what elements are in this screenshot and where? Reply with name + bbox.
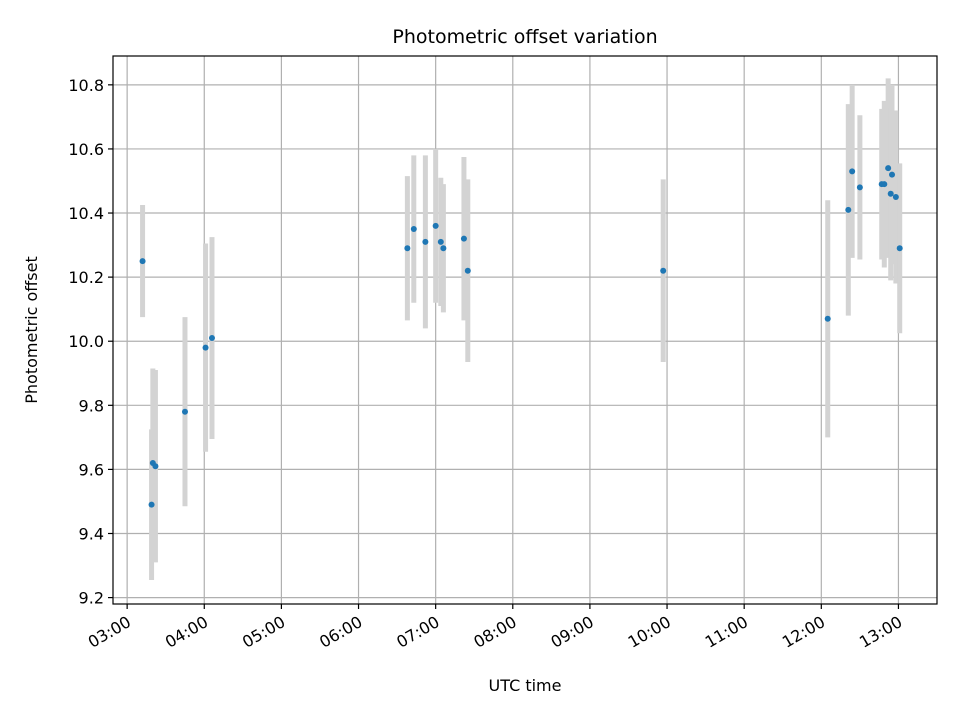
grid (113, 56, 937, 604)
x-tick-label: 12:00 (779, 612, 828, 652)
x-tick-label: 07:00 (393, 612, 442, 652)
data-point (889, 171, 896, 178)
data-point (432, 222, 439, 229)
x-tick-label: 05:00 (239, 612, 288, 652)
x-tick-label: 08:00 (470, 612, 519, 652)
data-point (849, 168, 856, 175)
y-tick-label: 9.2 (79, 589, 104, 608)
x-axis-ticks: 03:00 04:00 05:00 06:00 07:00 08:00 09:00 10:00… (85, 604, 905, 652)
data-point (139, 258, 146, 265)
y-tick-label: 10.0 (68, 332, 104, 351)
x-tick-label: 04:00 (162, 612, 211, 652)
data-point (460, 235, 467, 242)
y-tick-label: 10.4 (68, 204, 104, 223)
y-tick-label: 10.2 (68, 268, 104, 287)
data-point (845, 206, 852, 213)
y-axis-title: Photometric offset (22, 256, 41, 404)
data-point (885, 165, 892, 172)
data-point (856, 184, 863, 191)
plot-frame (112, 55, 938, 605)
data-point (202, 344, 209, 351)
data-point (410, 226, 417, 233)
data-point (660, 267, 667, 274)
data-point (464, 267, 471, 274)
data-point (181, 408, 188, 415)
data-points (139, 165, 903, 508)
y-tick-label: 10.6 (68, 140, 104, 159)
data-point (896, 245, 903, 252)
y-tick-label: 9.8 (79, 396, 104, 415)
data-point (152, 463, 159, 470)
data-point (881, 181, 888, 188)
data-point (422, 238, 429, 245)
data-point (887, 190, 894, 197)
errorbars (140, 78, 903, 580)
data-point (208, 335, 215, 342)
data-point (404, 245, 411, 252)
x-tick-label: 13:00 (856, 612, 905, 652)
x-tick-label: 03:00 (85, 612, 134, 652)
y-tick-label: 9.6 (79, 460, 104, 479)
data-point (892, 194, 899, 201)
x-tick-label: 10:00 (625, 612, 674, 652)
y-tick-label: 10.8 (68, 76, 104, 95)
chart-title: Photometric offset variation (392, 26, 657, 48)
data-point (148, 501, 155, 508)
y-axis-ticks: 9.2 9.4 9.6 9.8 10.0 10.2 10.4 10.6 10.8 (68, 76, 113, 608)
x-tick-label: 09:00 (547, 612, 596, 652)
x-tick-label: 11:00 (702, 612, 751, 652)
x-tick-label: 06:00 (316, 612, 365, 652)
y-tick-label: 9.4 (79, 524, 104, 543)
data-point (440, 245, 447, 252)
x-axis-title: UTC time (489, 676, 562, 695)
data-point (437, 238, 444, 245)
data-point (824, 315, 831, 322)
